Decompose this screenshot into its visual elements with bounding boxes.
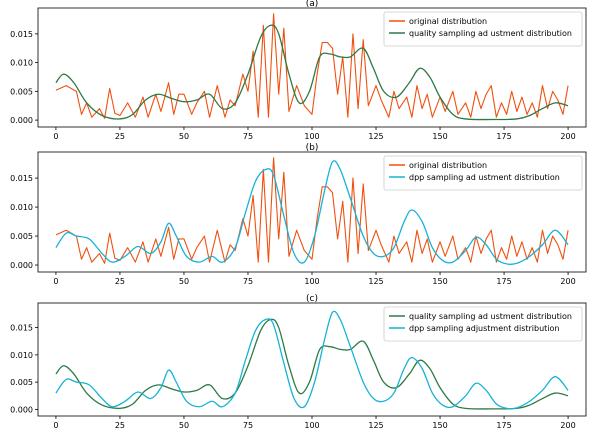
legend-entry: dpp sampling ad ustment distribution — [409, 173, 560, 182]
x-tick-label: 175 — [496, 277, 511, 286]
x-tick-label: 75 — [243, 277, 253, 286]
y-tick-label: 0.015 — [10, 324, 33, 333]
panel-2: 0 25 50 75 100 125 150 175 200 0.000 0.005 0.010 0.0… — [10, 143, 587, 286]
panel-title: (b) — [306, 143, 319, 153]
legend: original distribution quality sampling ad… — [383, 11, 583, 47]
y-tick-label: 0.015 — [10, 174, 33, 183]
x-tick-label: 150 — [432, 132, 447, 141]
x-tick-label: 125 — [368, 277, 383, 286]
panel-1: 0 25 50 75 100 125 150 175 200 0.000 0.005 0.010 0.0… — [10, 0, 587, 141]
y-tick-label: 0.005 — [10, 378, 33, 387]
series-line-2 — [55, 24, 569, 121]
series-line-1 — [55, 318, 569, 410]
legend: original distribution dpp sampling ad ust… — [383, 155, 583, 191]
legend-box — [383, 306, 583, 342]
x-tick-label: 0 — [53, 277, 58, 286]
x-tick-label: 25 — [115, 277, 125, 286]
x-tick-label: 50 — [179, 421, 189, 428]
series-line-1 — [55, 13, 569, 119]
legend-entry: dpp sampling adjustment distribution — [409, 324, 560, 333]
x-tick-label: 25 — [115, 132, 125, 141]
y-tick-label: 0.000 — [10, 261, 33, 270]
x-tick-label: 175 — [496, 132, 511, 141]
legend-box — [383, 155, 583, 191]
y-tick-label: 0.005 — [10, 232, 33, 241]
series-line-1 — [55, 157, 569, 264]
x-tick-label: 200 — [560, 421, 575, 428]
x-tick-label: 125 — [368, 132, 383, 141]
legend-entry: original distribution — [409, 17, 487, 26]
x-tick-label: 125 — [368, 421, 383, 428]
series-line-2 — [55, 160, 569, 265]
legend: quality sampling ad ustment distribution… — [383, 306, 583, 342]
x-tick-label: 75 — [243, 132, 253, 141]
y-tick-label: 0.000 — [10, 116, 33, 125]
x-tick-label: 200 — [560, 132, 575, 141]
legend-entry: original distribution — [409, 161, 487, 170]
y-tick-label: 0.005 — [10, 87, 33, 96]
x-tick-label: 100 — [304, 132, 319, 141]
x-tick-label: 100 — [304, 421, 319, 428]
x-tick-label: 0 — [53, 421, 58, 428]
panel-3: 0 25 50 75 100 125 150 175 200 0.000 0.005 0.010 0.0… — [10, 294, 587, 430]
legend-entry: quality sampling ad ustment distribution — [409, 29, 572, 38]
series-line-2 — [55, 310, 569, 410]
x-tick-label: 100 — [304, 277, 319, 286]
x-tick-label: 0 — [53, 132, 58, 141]
panel-title: (c) — [306, 294, 318, 304]
y-tick-label: 0.015 — [10, 30, 33, 39]
y-tick-label: 0.010 — [10, 59, 33, 68]
panel-title: (a) — [306, 0, 319, 9]
x-tick-label: 50 — [179, 277, 189, 286]
x-tick-label: 50 — [179, 132, 189, 141]
legend-box — [383, 11, 583, 47]
x-tick-label: 150 — [432, 421, 447, 428]
y-tick-label: 0.000 — [10, 405, 33, 414]
x-tick-label: 150 — [432, 277, 447, 286]
legend-entry: quality sampling ad ustment distribution — [409, 312, 572, 321]
y-tick-label: 0.010 — [10, 351, 33, 360]
y-tick-label: 0.010 — [10, 203, 33, 212]
x-tick-label: 200 — [560, 277, 575, 286]
x-tick-label: 175 — [496, 421, 511, 428]
x-tick-label: 75 — [243, 421, 253, 428]
x-tick-label: 25 — [115, 421, 125, 428]
